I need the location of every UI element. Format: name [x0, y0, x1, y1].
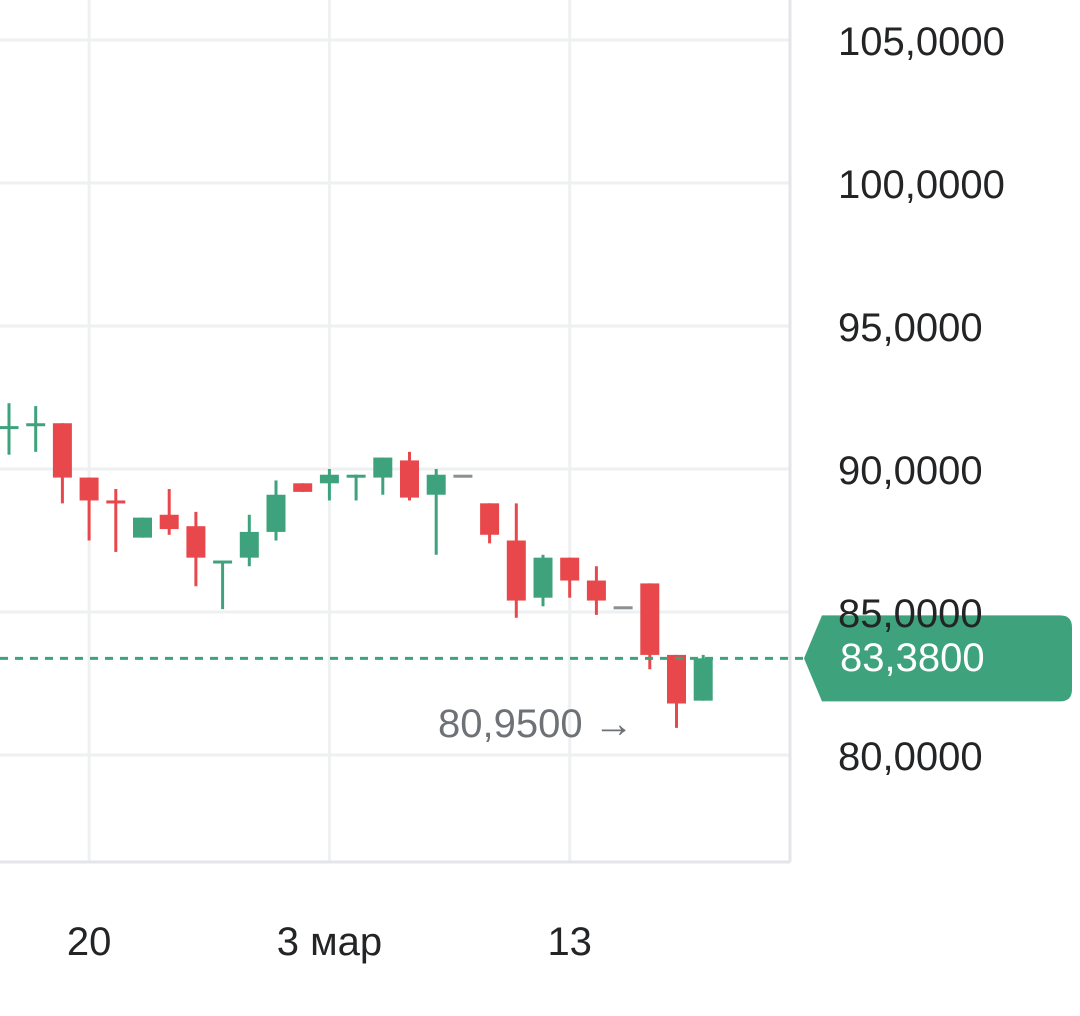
- current-price-badge: 83,3800: [818, 615, 1072, 701]
- candle: [319, 469, 339, 501]
- candle: [266, 480, 286, 541]
- candle: [533, 554, 553, 607]
- candle-body: [373, 457, 393, 478]
- candle-body: [0, 426, 19, 430]
- candle: [239, 514, 259, 567]
- candle: [400, 451, 419, 501]
- candles: [0, 403, 713, 728]
- candle: [346, 474, 366, 501]
- candle-body: [186, 526, 206, 558]
- candle-body: [133, 517, 152, 538]
- candle-body: [346, 474, 366, 478]
- candle: [586, 566, 606, 615]
- candle: [79, 477, 99, 541]
- candle-body: [506, 540, 526, 601]
- candle-body: [640, 583, 660, 655]
- y-tick-label: 90,0000: [838, 449, 983, 493]
- candle-body: [400, 460, 419, 498]
- candle-body: [52, 423, 72, 478]
- candle-body: [693, 658, 713, 701]
- candle: [159, 489, 179, 535]
- y-tick-label: 95,0000: [838, 306, 983, 350]
- x-tick-label: 3 мар: [276, 920, 383, 964]
- candle: [52, 423, 72, 504]
- candle: [0, 403, 19, 455]
- candle: [373, 457, 393, 495]
- candle: [613, 606, 633, 610]
- candle: [26, 406, 46, 452]
- candle-body: [79, 477, 99, 501]
- candle: [560, 557, 580, 598]
- candle: [133, 517, 152, 538]
- y-tick-label: 105,0000: [838, 20, 1005, 64]
- arrow-right-icon: →: [593, 701, 634, 746]
- y-tick-label: 100,0000: [838, 163, 1005, 207]
- current-price-label: 83,3800: [840, 636, 985, 681]
- x-tick-label: 13: [547, 920, 592, 964]
- candle-body: [426, 474, 446, 495]
- candle-body: [613, 606, 633, 610]
- candle: [426, 469, 446, 555]
- candle: [693, 654, 713, 701]
- candle: [506, 503, 526, 618]
- candle-body: [480, 503, 500, 535]
- candle-body: [159, 514, 179, 530]
- candle-body: [106, 500, 126, 504]
- candle-body: [560, 557, 580, 581]
- min-price-annotation: 80,9500 →: [438, 704, 634, 744]
- candle-body: [319, 474, 339, 484]
- candle: [453, 474, 473, 478]
- current-price-badge-bg: [804, 615, 1072, 702]
- candle-body: [293, 483, 313, 492]
- y-tick-label: 80,0000: [838, 735, 983, 779]
- candle-body: [586, 580, 606, 601]
- grid: [0, 0, 792, 864]
- price-line-layer: [0, 615, 1072, 702]
- candle: [640, 583, 660, 670]
- candle: [667, 654, 686, 728]
- min-price-label: 80,9500: [438, 701, 583, 746]
- y-tick-label: 85,0000: [838, 592, 983, 636]
- candle-body: [266, 494, 286, 532]
- candle: [480, 503, 500, 544]
- candle-body: [533, 557, 553, 598]
- candle: [213, 560, 233, 610]
- candle: [293, 483, 313, 492]
- candle-body: [26, 423, 46, 427]
- candle-body: [213, 560, 233, 564]
- candle-body: [239, 531, 259, 558]
- candle-body: [667, 654, 686, 704]
- x-tick-label: 20: [66, 920, 112, 964]
- candle: [186, 511, 206, 587]
- candle: [106, 489, 126, 552]
- candle-body: [453, 474, 473, 478]
